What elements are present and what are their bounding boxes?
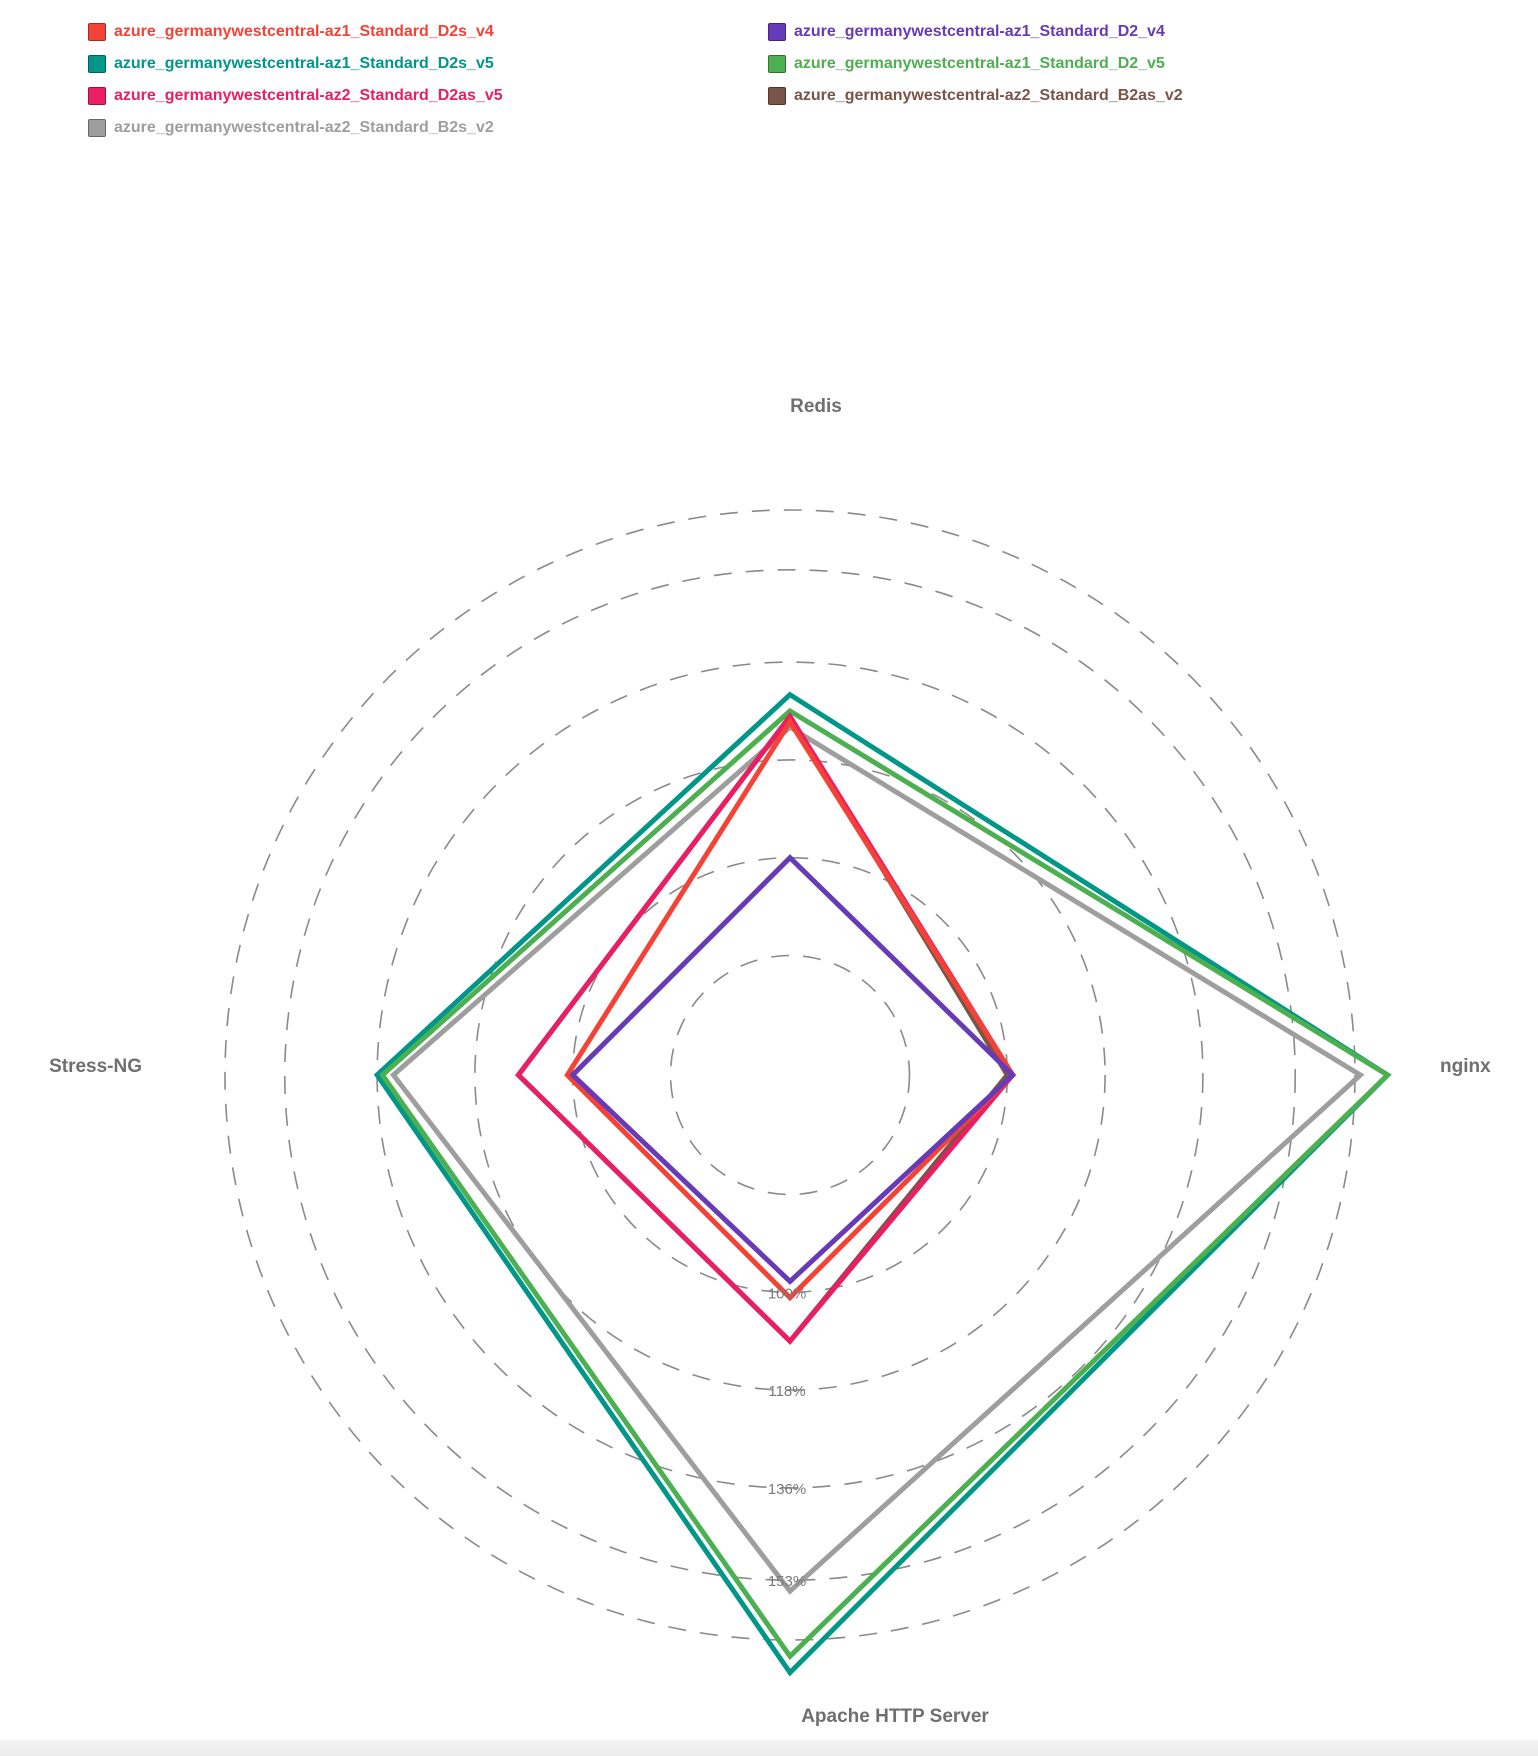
legend-item[interactable]: azure_germanywestcentral-az2_Standard_B2… xyxy=(768,84,1183,108)
series-polygon[interactable] xyxy=(389,724,1365,1595)
legend-item[interactable]: azure_germanywestcentral-az1_Standard_D2… xyxy=(768,20,1165,44)
legend-swatch xyxy=(88,23,106,41)
legend-label: azure_germanywestcentral-az1_Standard_D2… xyxy=(794,23,1165,40)
legend-swatch xyxy=(768,23,786,41)
series-polygon[interactable] xyxy=(515,711,1016,1345)
axis-label: nginx xyxy=(1440,1056,1491,1077)
legend-item[interactable]: azure_germanywestcentral-az2_Standard_D2… xyxy=(88,84,503,108)
legend-label: azure_germanywestcentral-az2_Standard_B2… xyxy=(114,119,494,136)
legend-swatch xyxy=(88,55,106,73)
grid-circle xyxy=(283,568,1297,1582)
tick-label: 153% xyxy=(768,1573,806,1590)
legend-label: azure_germanywestcentral-az2_Standard_B2… xyxy=(794,87,1183,104)
grid-circle xyxy=(474,759,1106,1391)
legend-item[interactable]: azure_germanywestcentral-az1_Standard_D2… xyxy=(88,20,494,44)
legend-swatch xyxy=(768,87,786,105)
series-polygon[interactable] xyxy=(379,707,1392,1661)
window-bottom-edge xyxy=(0,1740,1538,1756)
grid-circle xyxy=(669,954,911,1196)
legend-label: azure_germanywestcentral-az1_Standard_D2… xyxy=(114,23,494,40)
grid-circle xyxy=(376,661,1204,1489)
tick-label: 118% xyxy=(768,1383,805,1400)
legend-swatch xyxy=(88,87,106,105)
legend-item[interactable]: azure_germanywestcentral-az2_Standard_B2… xyxy=(88,116,494,140)
series-polygon[interactable] xyxy=(515,711,1011,1345)
tick-label: 100% xyxy=(768,1285,806,1302)
legend-label: azure_germanywestcentral-az1_Standard_D2… xyxy=(114,55,494,72)
axis-label: Redis xyxy=(790,396,842,417)
legend-item[interactable]: azure_germanywestcentral-az1_Standard_D2… xyxy=(768,52,1165,76)
series-polygon[interactable] xyxy=(564,717,1016,1302)
legend-swatch xyxy=(88,119,106,137)
legend-label: azure_germanywestcentral-az2_Standard_D2… xyxy=(114,87,503,104)
series-polygon[interactable] xyxy=(373,691,1392,1677)
legend-label: azure_germanywestcentral-az1_Standard_D2… xyxy=(794,55,1165,72)
tick-label: 136% xyxy=(768,1481,806,1498)
legend: azure_germanywestcentral-az1_Standard_D2… xyxy=(88,20,1388,140)
axis-label: Apache HTTP Server xyxy=(801,1706,989,1727)
legend-item[interactable]: azure_germanywestcentral-az1_Standard_D2… xyxy=(88,52,494,76)
legend-swatch xyxy=(768,55,786,73)
axis-label: Stress-NG xyxy=(49,1056,142,1077)
series-polygon[interactable] xyxy=(569,854,1017,1285)
grid-circle xyxy=(224,509,1356,1641)
grid-circle xyxy=(571,856,1009,1294)
